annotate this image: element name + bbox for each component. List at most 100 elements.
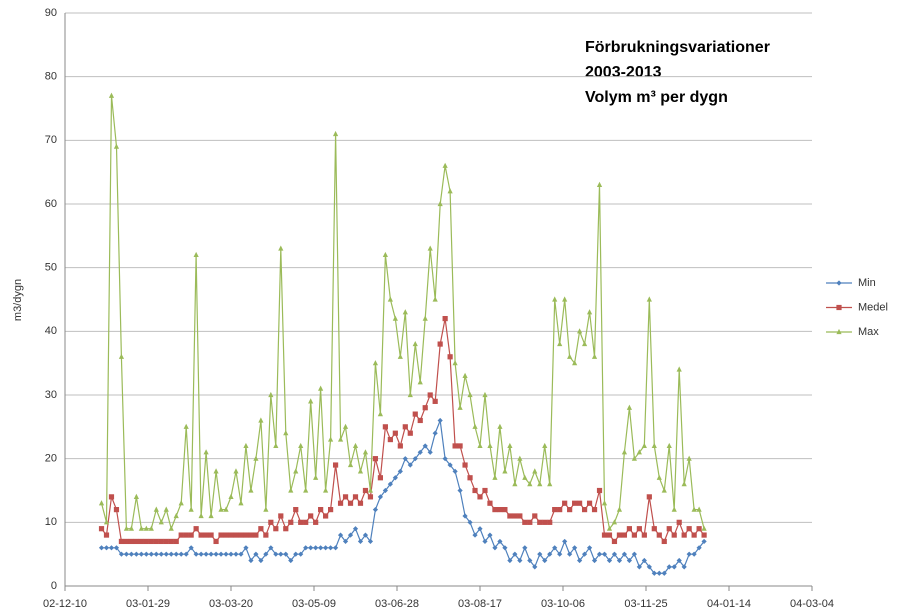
data-point: [118, 551, 125, 557]
data-point: [103, 519, 110, 525]
data-point: [472, 487, 478, 494]
data-point: [372, 360, 379, 366]
data-point: [502, 468, 508, 474]
data-point: [492, 474, 498, 480]
data-point: [631, 455, 637, 461]
data-point: [492, 507, 498, 513]
data-point: [337, 532, 344, 538]
legend-label: Min: [858, 277, 876, 289]
x-tick-label: 03-05-09: [292, 598, 336, 610]
data-point: [696, 526, 702, 532]
data-point: [188, 532, 194, 538]
data-point: [537, 481, 543, 487]
data-point: [113, 507, 120, 513]
data-point: [337, 436, 344, 442]
data-point: [656, 532, 662, 538]
data-point: [691, 551, 697, 557]
data-point: [293, 507, 299, 513]
data-point: [447, 188, 453, 194]
data-point: [103, 545, 110, 551]
data-point: [537, 519, 543, 525]
data-point: [208, 512, 214, 519]
data-point: [143, 538, 149, 545]
data-point: [118, 538, 125, 545]
data-point: [532, 564, 538, 570]
data-point: [686, 526, 692, 532]
data-point: [437, 417, 443, 424]
data-point: [347, 500, 354, 506]
data-point: [163, 538, 169, 545]
data-point: [193, 526, 199, 532]
data-point: [173, 551, 179, 557]
data-point: [108, 494, 115, 500]
data-point: [148, 538, 154, 545]
data-point: [611, 519, 618, 525]
data-point: [636, 449, 642, 455]
data-point: [243, 545, 249, 551]
data-point: [447, 462, 453, 468]
data-point: [691, 506, 697, 512]
data-point: [487, 532, 493, 538]
data-point: [512, 551, 518, 557]
data-point: [432, 430, 438, 436]
data-point: [477, 442, 483, 449]
data-point: [198, 512, 204, 519]
data-point: [342, 538, 349, 545]
data-point: [527, 557, 533, 564]
data-point: [278, 551, 284, 557]
data-point: [332, 462, 339, 468]
data-point: [148, 525, 154, 531]
data-point: [517, 455, 523, 461]
data-point: [427, 392, 433, 398]
data-point: [173, 538, 179, 545]
data-point: [651, 442, 657, 449]
data-point: [278, 245, 284, 251]
data-point: [412, 411, 418, 417]
data-point: [671, 506, 677, 512]
legend-marker: [836, 328, 842, 335]
data-point: [233, 468, 239, 474]
data-point: [392, 475, 398, 481]
data-point: [218, 532, 224, 538]
data-point: [347, 532, 354, 538]
legend-marker: [836, 280, 842, 286]
data-point: [233, 532, 239, 538]
data-point: [497, 507, 503, 513]
data-point: [477, 494, 483, 500]
data-point: [208, 532, 214, 538]
data-point: [357, 468, 364, 474]
data-point: [412, 456, 418, 462]
data-point: [407, 430, 413, 436]
data-point: [631, 532, 637, 538]
data-point: [308, 398, 314, 404]
data-point: [238, 532, 244, 538]
data-point: [318, 545, 324, 551]
data-point: [581, 340, 588, 347]
data-point: [661, 487, 667, 493]
data-point: [293, 551, 299, 557]
data-point: [417, 379, 423, 385]
data-point: [268, 545, 274, 551]
data-point: [457, 404, 463, 410]
chart-title: Förbrukningsvariationer: [585, 39, 770, 56]
chart-title: 2003-2013: [585, 64, 662, 81]
data-point: [372, 456, 379, 462]
data-point: [467, 519, 473, 525]
data-point: [288, 557, 294, 564]
data-point: [591, 557, 598, 564]
data-point: [557, 551, 563, 557]
data-point: [457, 443, 463, 449]
chart-title: Volym m³ per dygn: [585, 89, 728, 106]
y-tick-label: 70: [45, 134, 57, 146]
data-point: [482, 538, 488, 545]
data-point: [168, 538, 174, 545]
data-point: [218, 551, 224, 557]
data-point: [432, 296, 438, 302]
data-point: [367, 538, 374, 545]
data-point: [641, 557, 647, 564]
data-point: [591, 507, 598, 513]
data-point: [402, 309, 408, 315]
data-point: [507, 442, 513, 449]
data-point: [382, 424, 388, 430]
y-tick-label: 60: [45, 198, 57, 210]
